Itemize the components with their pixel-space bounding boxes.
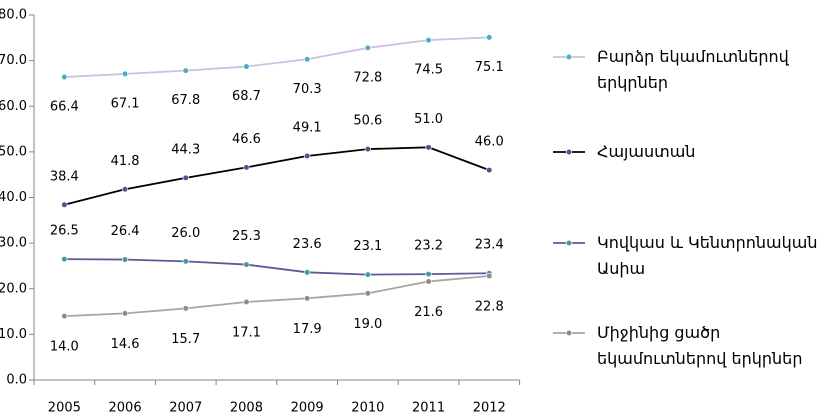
- data-label: 22.8: [475, 299, 504, 314]
- marker: [304, 56, 311, 63]
- data-label: 67.8: [171, 93, 200, 108]
- marker: [243, 298, 250, 306]
- legend-marker: [565, 53, 573, 61]
- legend-marker: [565, 148, 573, 156]
- data-label: 66.4: [50, 100, 79, 115]
- y-tick-label: 0.0: [6, 373, 27, 388]
- data-label: 17.1: [232, 325, 261, 340]
- data-label: 26.0: [171, 226, 200, 241]
- data-label: 23.1: [353, 239, 382, 254]
- marker: [121, 310, 129, 317]
- legend-marker: [565, 239, 573, 247]
- x-tick-label: 2008: [230, 401, 263, 416]
- data-label: 72.8: [353, 70, 382, 85]
- marker: [243, 261, 250, 268]
- y-tick-label: 20.0: [0, 281, 27, 296]
- data-label: 70.3: [293, 82, 322, 97]
- data-label: 23.6: [293, 237, 322, 252]
- data-label: 14.6: [111, 337, 140, 352]
- data-label: 68.7: [232, 89, 261, 104]
- legend-label: Հայաստան: [597, 142, 696, 161]
- x-tick-label: 2005: [48, 401, 81, 416]
- data-label: 44.3: [171, 142, 200, 157]
- series-line: [64, 258, 490, 276]
- data-label: 74.5: [414, 63, 443, 78]
- x-tick-label: 2009: [291, 401, 324, 416]
- marker: [425, 271, 432, 278]
- y-tick-label: 50.0: [0, 144, 27, 159]
- marker: [364, 290, 371, 297]
- marker: [182, 67, 189, 74]
- marker: [121, 256, 129, 263]
- data-label: 75.1: [475, 60, 504, 75]
- data-label: 15.7: [171, 332, 200, 347]
- legend-marker: [565, 329, 573, 337]
- marker: [364, 271, 371, 278]
- data-label: 17.9: [293, 322, 322, 337]
- marker: [425, 278, 432, 285]
- marker: [61, 73, 68, 81]
- marker: [61, 201, 68, 208]
- y-tick-label: 70.0: [0, 53, 27, 68]
- marker: [364, 44, 371, 51]
- marker: [121, 186, 129, 193]
- marker: [304, 152, 311, 160]
- data-label: 14.0: [50, 340, 79, 355]
- data-label: 50.6: [353, 114, 382, 129]
- series-line: [64, 146, 490, 206]
- marker: [425, 144, 432, 151]
- data-label: 46.6: [232, 132, 261, 147]
- data-label: 23.4: [475, 238, 504, 253]
- data-label: 49.1: [293, 120, 322, 135]
- marker: [425, 36, 432, 44]
- marker: [304, 295, 311, 302]
- marker: [121, 70, 129, 77]
- data-label: 26.5: [50, 224, 79, 239]
- x-tick-label: 2007: [169, 401, 202, 416]
- marker: [182, 258, 189, 265]
- data-label: 23.2: [414, 239, 443, 254]
- marker: [61, 313, 68, 320]
- y-tick-label: 40.0: [0, 190, 27, 205]
- y-tick-label: 60.0: [0, 99, 27, 114]
- marker: [364, 146, 371, 153]
- data-label: 26.4: [111, 224, 140, 239]
- data-label: 46.0: [475, 135, 504, 150]
- x-tick-label: 2010: [351, 401, 384, 416]
- y-tick-label: 10.0: [0, 327, 27, 342]
- x-tick-label: 2006: [109, 401, 142, 416]
- x-tick-label: 2012: [473, 401, 506, 416]
- marker: [182, 174, 189, 181]
- legend-label: Բարձր եկամուտներով երկրներ: [597, 47, 789, 92]
- y-tick-label: 30.0: [0, 236, 27, 251]
- marker: [182, 305, 189, 312]
- data-label: 51.0: [414, 112, 443, 127]
- y-tick-label: 80.0: [0, 8, 27, 23]
- marker: [243, 164, 250, 171]
- data-label: 38.4: [50, 169, 79, 184]
- data-label: 19.0: [353, 317, 382, 332]
- marker: [486, 34, 493, 41]
- data-label: 67.1: [111, 96, 140, 111]
- data-label: 21.6: [414, 305, 443, 320]
- data-label: 41.8: [111, 154, 140, 169]
- marker: [61, 255, 68, 263]
- x-tick-label: 2011: [412, 401, 445, 416]
- marker: [486, 167, 493, 174]
- legend-label: Միջինից ցածր եկամուտներով երկրներ: [597, 323, 803, 368]
- series-line: [64, 36, 490, 78]
- marker: [486, 272, 493, 280]
- marker: [243, 63, 250, 70]
- marker: [304, 269, 311, 276]
- data-label: 25.3: [232, 229, 261, 244]
- series-line: [64, 275, 490, 318]
- legend-label: Կովկաս և Կենտրոնական Ասիա: [597, 233, 818, 278]
